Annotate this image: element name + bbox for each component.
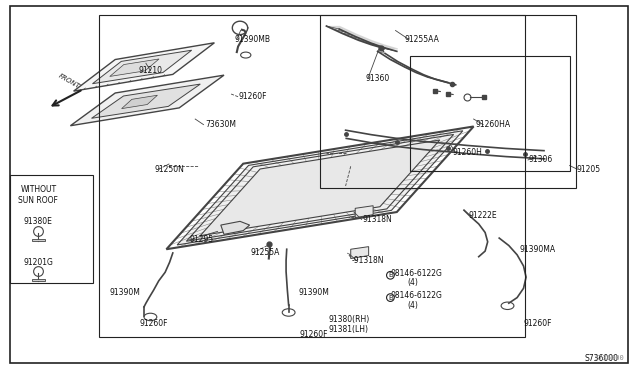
Text: 91390M: 91390M	[298, 288, 329, 296]
Text: (4): (4)	[408, 278, 418, 287]
Text: 91260F: 91260F	[140, 319, 168, 328]
Text: 91250N: 91250N	[155, 165, 184, 174]
Polygon shape	[351, 247, 369, 259]
Polygon shape	[74, 43, 214, 91]
Bar	[320, 15, 576, 188]
Text: 91390M: 91390M	[109, 288, 140, 296]
Text: S736000: S736000	[595, 355, 624, 361]
Text: B: B	[388, 295, 393, 301]
Text: 91222E: 91222E	[469, 211, 497, 220]
Polygon shape	[93, 50, 192, 84]
Polygon shape	[355, 206, 373, 218]
Text: 91318N: 91318N	[363, 215, 392, 224]
Text: 91360: 91360	[365, 74, 390, 83]
Text: 91380E: 91380E	[24, 217, 53, 226]
Text: 91260H: 91260H	[452, 148, 482, 157]
Text: -91318N: -91318N	[352, 256, 384, 265]
Polygon shape	[32, 239, 45, 241]
Text: 91380(RH): 91380(RH)	[328, 315, 369, 324]
Text: 91381(LH): 91381(LH)	[329, 325, 369, 334]
Text: 91260HA: 91260HA	[476, 120, 510, 129]
Text: 91390MB: 91390MB	[235, 35, 271, 44]
Text: 91201G: 91201G	[24, 258, 53, 267]
Polygon shape	[32, 279, 45, 281]
Text: S736000: S736000	[584, 355, 619, 363]
Text: 91255A: 91255A	[251, 248, 280, 257]
Text: 91260F: 91260F	[300, 330, 328, 339]
Polygon shape	[221, 221, 250, 234]
Text: 91306: 91306	[529, 155, 553, 164]
Text: 91255AA: 91255AA	[405, 35, 440, 44]
Text: 91205: 91205	[577, 165, 601, 174]
Bar	[10, 175, 93, 283]
Text: 91260F: 91260F	[524, 319, 552, 328]
Polygon shape	[92, 84, 200, 118]
Polygon shape	[122, 95, 157, 109]
Text: 91295: 91295	[189, 235, 214, 244]
Text: 73630M: 73630M	[205, 120, 236, 129]
Polygon shape	[70, 75, 224, 126]
Polygon shape	[110, 59, 159, 77]
Bar	[410, 56, 570, 171]
Polygon shape	[177, 131, 463, 245]
Text: FRONT: FRONT	[58, 73, 81, 90]
Text: 91210: 91210	[138, 66, 163, 75]
Text: 91260F: 91260F	[239, 92, 267, 101]
Text: 08146-6122G: 08146-6122G	[390, 291, 442, 300]
Text: (4): (4)	[408, 301, 418, 310]
Text: 08146-6122G: 08146-6122G	[390, 269, 442, 278]
Text: 91390MA: 91390MA	[520, 245, 556, 254]
Polygon shape	[200, 140, 440, 236]
Polygon shape	[186, 134, 454, 241]
Text: SUN ROOF: SUN ROOF	[19, 196, 58, 205]
Bar	[99, 15, 525, 337]
Text: B: B	[388, 272, 393, 278]
Text: WITHOUT: WITHOUT	[20, 185, 56, 194]
